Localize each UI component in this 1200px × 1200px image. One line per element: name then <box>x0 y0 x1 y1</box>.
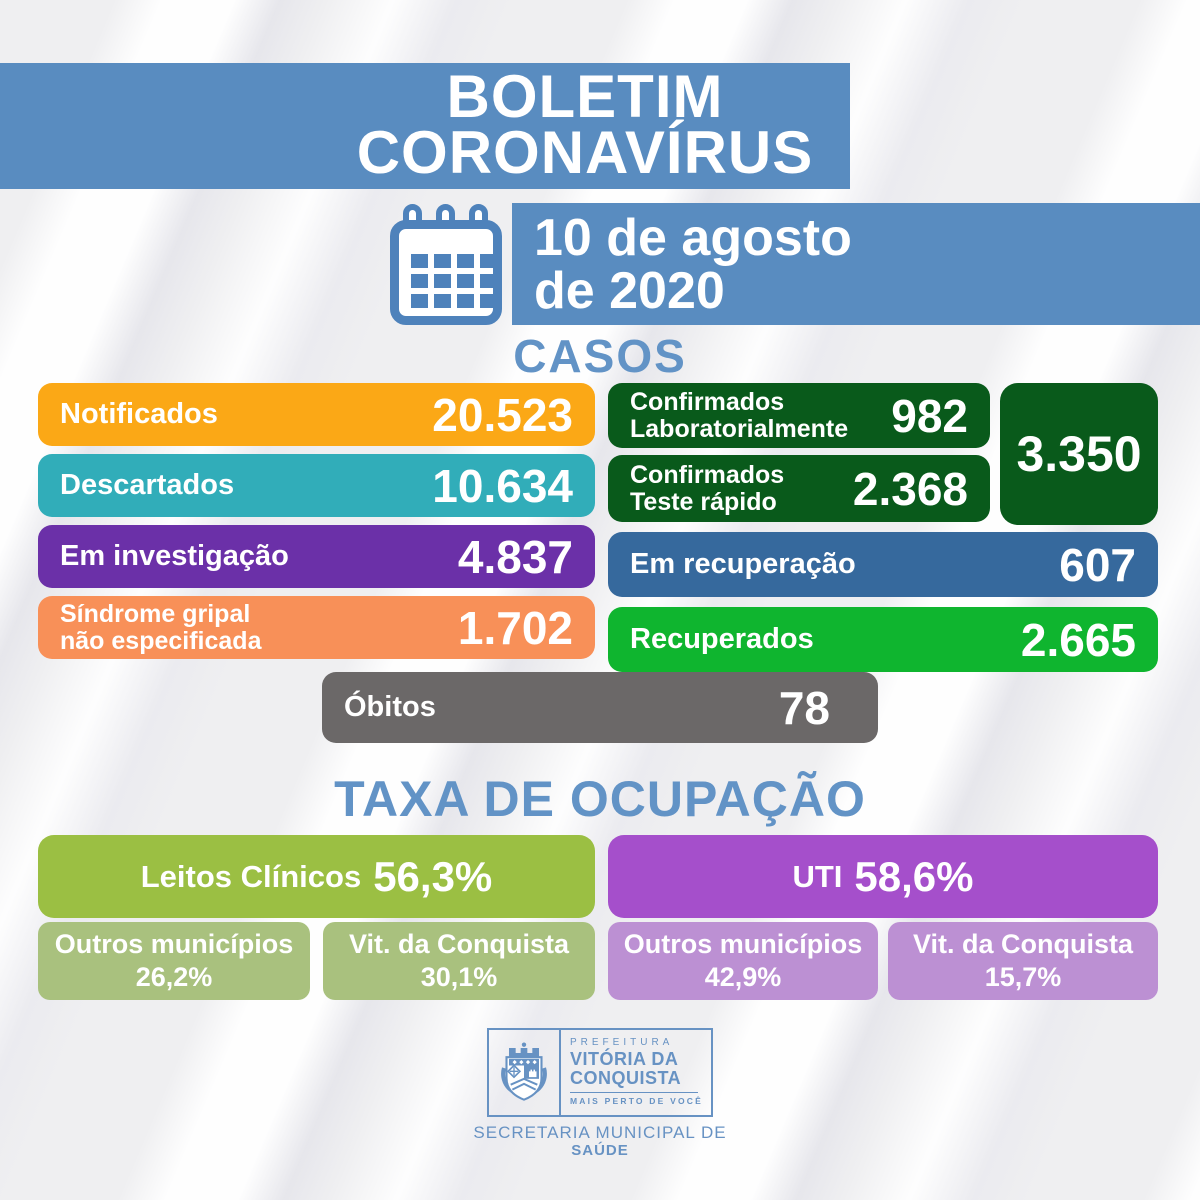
stat-label: Confirmados Teste rápido <box>630 460 785 516</box>
sub-label: Vit. da Conquista <box>912 929 1134 959</box>
stat-notificados: Notificados 20.523 <box>38 383 595 446</box>
stat-recuperados: Recuperados 2.665 <box>608 607 1158 672</box>
stat-label: Óbitos <box>344 691 436 723</box>
stat-value: 78 <box>778 681 830 734</box>
date-banner: 10 de agosto de 2020 <box>512 203 1200 325</box>
stat-label: Notificados <box>60 398 218 430</box>
stat-obitos: Óbitos 78 <box>322 672 878 743</box>
sub-value: 26,2% <box>135 962 213 992</box>
stat-label: Síndrome gripal não especificada <box>60 599 262 655</box>
occupancy-uti-outros-municipios: Outros municípios 42,9% <box>608 922 878 1000</box>
bulletin-title-line2: CORONAVÍRUS <box>356 119 814 186</box>
secretaria-label: SECRETARIA MUNICIPAL DE <box>473 1123 727 1142</box>
saude-label: SAÚDE <box>571 1142 629 1159</box>
stat-sindrome-gripal: Síndrome gripal não especificada 1.702 <box>38 596 595 659</box>
header-banner: BOLETIM CORONAVÍRUS <box>0 63 850 189</box>
date-line2: de 2020 <box>534 262 725 320</box>
occupancy-label: Leitos Clínicos <box>140 858 362 894</box>
logo-tagline: MAIS PERTO DE VOCÊ <box>570 1096 703 1106</box>
section-title-casos: CASOS <box>513 330 687 382</box>
stat-label: Descartados <box>60 469 235 501</box>
bulletin-title: BOLETIM CORONAVÍRUS <box>320 63 850 186</box>
sub-value: 15,7% <box>984 962 1062 992</box>
calendar-grid <box>411 254 497 308</box>
stat-confirmados-teste-rapido: Confirmados Teste rápido 2.368 <box>608 455 990 522</box>
prefeitura-logo: PREFEITURA VITÓRIA DA CONQUISTA MAIS PER… <box>487 1028 713 1117</box>
stat-value: 4.837 <box>457 530 573 583</box>
occupancy-uti: UTI 58,6% <box>608 835 1158 918</box>
stat-em-investigacao: Em investigação 4.837 <box>38 525 595 588</box>
stat-value: 1.702 <box>457 601 573 654</box>
occupancy-uti-vit-da-conquista: Vit. da Conquista 15,7% <box>888 922 1158 1000</box>
bulletin-title-line1: BOLETIM <box>446 63 724 130</box>
calendar-body <box>390 220 502 325</box>
stat-descartados: Descartados 10.634 <box>38 454 595 517</box>
occupancy-leitos-clinicos: Leitos Clínicos 56,3% <box>38 835 595 918</box>
stat-label: Recuperados <box>630 623 814 655</box>
stat-value: 10.634 <box>432 459 573 512</box>
prefeitura-label: PREFEITURA <box>570 1037 674 1048</box>
sub-value: 30,1% <box>420 962 498 992</box>
logo-text: PREFEITURA VITÓRIA DA CONQUISTA MAIS PER… <box>561 1030 711 1115</box>
stat-value: 2.368 <box>852 462 968 515</box>
sub-value: 42,9% <box>704 962 782 992</box>
stat-label: Em recuperação <box>630 548 856 580</box>
occupancy-leitos-vit-da-conquista: Vit. da Conquista 30,1% <box>323 922 595 1000</box>
date-line1: 10 de agosto <box>534 209 852 267</box>
city-name: VITÓRIA DA CONQUISTA <box>570 1049 682 1088</box>
stat-confirmados-total: 3.350 <box>1000 383 1158 525</box>
calendar-icon <box>390 204 502 325</box>
stat-value: 3.350 <box>1016 426 1142 482</box>
stat-value: 2.665 <box>1020 613 1136 666</box>
stat-label: Em investigação <box>60 540 289 572</box>
sub-label: Outros municípios <box>623 929 863 959</box>
section-title-taxa: TAXA DE OCUPAÇÃO <box>334 771 866 827</box>
stat-label: Confirmados Laboratorialmente <box>630 387 849 443</box>
sub-label: Vit. da Conquista <box>348 929 570 959</box>
sub-label: Outros municípios <box>54 929 294 959</box>
occupancy-value: 56,3% <box>373 852 493 900</box>
stat-confirmados-laboratorialmente: Confirmados Laboratorialmente 982 <box>608 383 990 448</box>
crest-icon <box>489 1030 561 1115</box>
stat-value: 607 <box>1059 538 1136 591</box>
occupancy-label: UTI <box>792 858 843 894</box>
stat-value: 20.523 <box>432 388 573 441</box>
stat-value: 982 <box>891 389 968 442</box>
occupancy-leitos-outros-municipios: Outros municípios 26,2% <box>38 922 310 1000</box>
stat-em-recuperacao: Em recuperação 607 <box>608 532 1158 597</box>
logo-divider <box>570 1092 698 1093</box>
occupancy-value: 58,6% <box>854 852 974 900</box>
